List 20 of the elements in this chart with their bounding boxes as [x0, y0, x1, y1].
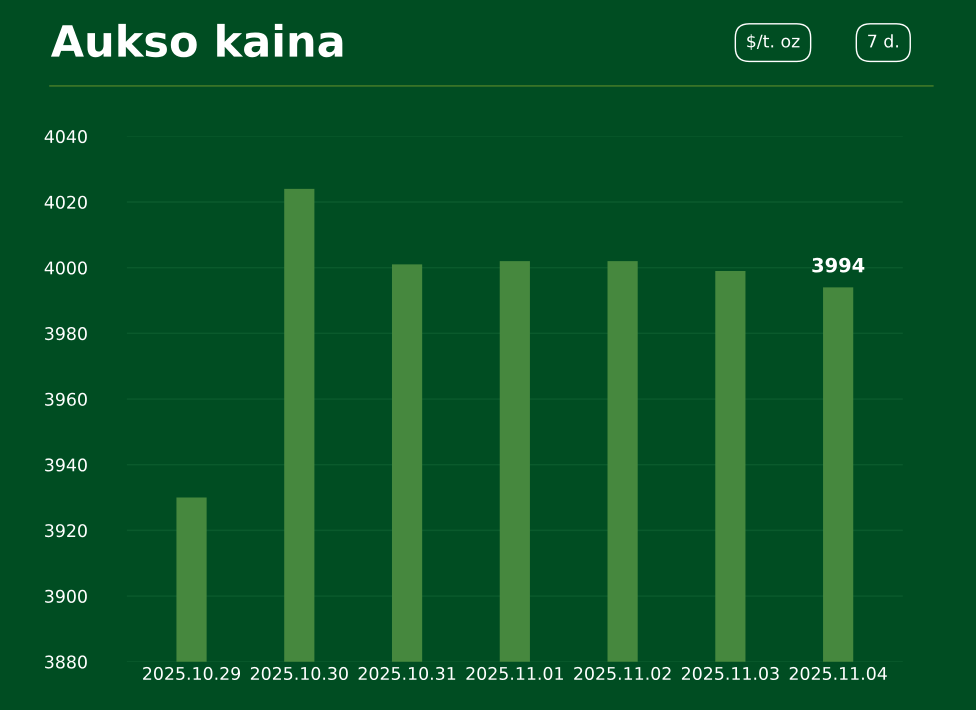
- x-tick-label: 2025.10.31: [358, 666, 456, 680]
- text: $/t. oz: [747, 34, 800, 50]
- x-tick-label: 2025.11.01: [466, 666, 563, 680]
- x-tick-label: 2025.11.04: [790, 666, 887, 680]
- x-tick-label: 2025.11.03: [682, 666, 779, 680]
- x-tick-label: 2025.11.02: [574, 666, 671, 680]
- x-tick-label: 2025.10.29: [143, 666, 240, 680]
- y-tick-label: 3960: [45, 392, 87, 406]
- x-tick-label: 2025.10.30: [250, 666, 348, 680]
- y-tick-label: 4040: [44, 130, 87, 144]
- y-tick-label: 3900: [45, 590, 87, 603]
- y-tick-label: 4020: [44, 196, 87, 209]
- y-tick-label: 3940: [45, 458, 87, 472]
- text: 7 d.: [868, 34, 898, 48]
- y-tick-label: 3880: [45, 655, 87, 669]
- y-tick-label: 3980: [45, 327, 87, 340]
- y-tick-label: 3920: [45, 524, 87, 538]
- y-tick-label: 4000: [44, 261, 87, 275]
- data-label: 3994: [812, 258, 864, 272]
- chart-title: Aukso kaina: [50, 24, 342, 58]
